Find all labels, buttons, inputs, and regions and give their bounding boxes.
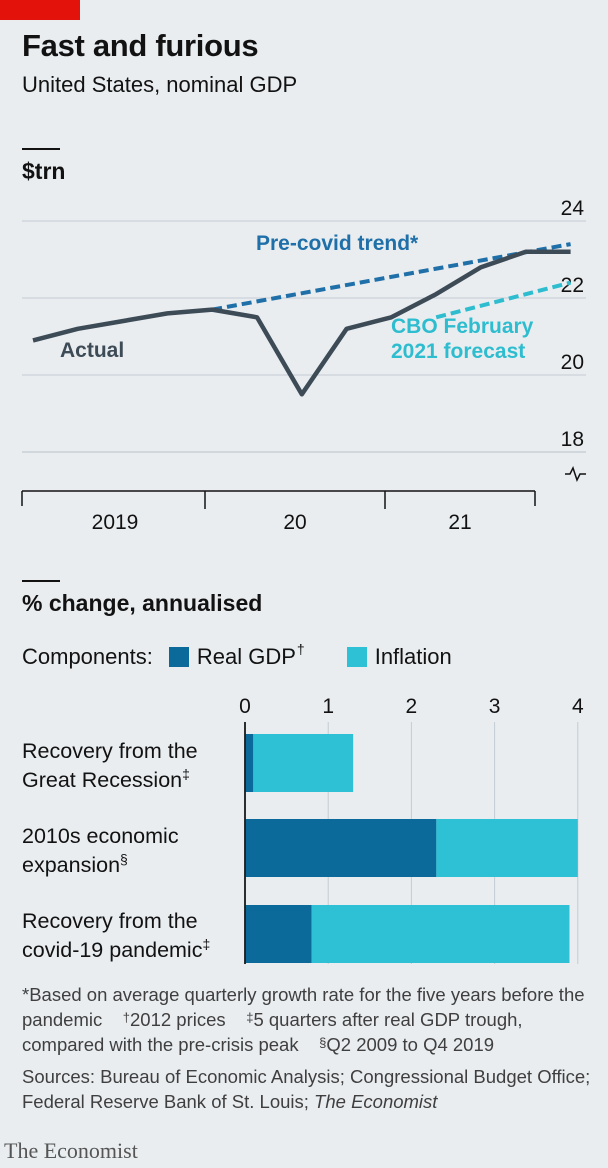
brand-wordmark: The Economist xyxy=(4,1138,138,1163)
footnote-star: *Based on average quarterly growth rate … xyxy=(22,984,585,1030)
footnote-section: Q2 2009 to Q4 2019 xyxy=(326,1034,495,1055)
unit-rule-top xyxy=(22,148,60,150)
x-group-label: 2019 xyxy=(92,511,139,534)
x-group-label: 21 xyxy=(448,511,471,534)
y-tick-label: 18 xyxy=(561,428,584,451)
sources-italic: The Economist xyxy=(314,1091,438,1112)
x-group-label: 20 xyxy=(283,511,306,534)
series-label-cbo-line2: 2021 forecast xyxy=(391,340,525,363)
x-tick-label: 2 xyxy=(406,695,418,718)
legend-label-inflation: Inflation xyxy=(374,644,452,669)
footnote-ddagger: 5 quarters after real GDP trough, compar… xyxy=(22,1009,523,1055)
bar-inflation xyxy=(436,819,578,877)
y-tick-label: 22 xyxy=(561,274,584,297)
series-line-actual xyxy=(32,249,571,397)
bar-real-gdp xyxy=(245,905,312,963)
bar-inflation xyxy=(311,905,570,963)
legend-label-real-gdp: Real GDP† xyxy=(196,641,305,669)
category-label-line2: Great Recession‡ xyxy=(22,766,190,792)
legend-swatch-inflation xyxy=(346,647,367,667)
bar-chart-unit: % change, annualised xyxy=(22,590,263,616)
line-chart: 18 20 22 24 2019 20 21 Actual Pre-covid trend* CB… xyxy=(21,197,586,534)
series-label-cbo-line1: CBO February xyxy=(391,315,534,338)
bar-legend: Components: Real GDP† Inflation xyxy=(22,641,452,670)
x-tick-label: 1 xyxy=(322,695,334,718)
category-label-line2: covid-19 pandemic‡ xyxy=(22,936,210,962)
bar-real-gdp xyxy=(245,734,254,792)
x-tick-label: 0 xyxy=(239,695,251,718)
bar-chart: 0 1 2 3 4 Recovery from the Great Recession‡ 20… xyxy=(22,695,584,964)
x-tick-label: 3 xyxy=(489,695,501,718)
category-label-line1: Recovery from the xyxy=(22,909,198,933)
line-chart-unit: $trn xyxy=(22,158,66,184)
y-tick-label: 20 xyxy=(561,351,584,374)
category-label-line2: expansion§ xyxy=(22,851,128,877)
bar-inflation xyxy=(253,734,354,792)
chart-title: Fast and furious xyxy=(22,28,259,63)
unit-rule-bottom xyxy=(22,580,60,582)
sources: Sources: Bureau of Economic Analysis; Co… xyxy=(22,1066,591,1112)
series-label-pre-covid: Pre-covid trend* xyxy=(256,232,419,255)
axis-break-icon xyxy=(565,466,586,482)
category-label-line1: Recovery from the xyxy=(22,739,198,763)
footnote: *Based on average quarterly growth rate … xyxy=(22,984,585,1055)
series-line-cbo-forecast xyxy=(435,280,572,320)
legend-swatch-real-gdp xyxy=(168,647,189,667)
bar-real-gdp xyxy=(245,819,437,877)
brand-red-tag xyxy=(0,0,80,20)
legend-title: Components: xyxy=(22,644,153,669)
series-label-actual: Actual xyxy=(60,339,124,362)
category-label-line1: 2010s economic xyxy=(22,824,179,848)
footnote-dagger: 2012 prices xyxy=(130,1009,226,1030)
x-tick-label: 4 xyxy=(572,695,584,718)
y-tick-label: 24 xyxy=(561,197,585,220)
chart-subtitle: United States, nominal GDP xyxy=(22,72,298,97)
